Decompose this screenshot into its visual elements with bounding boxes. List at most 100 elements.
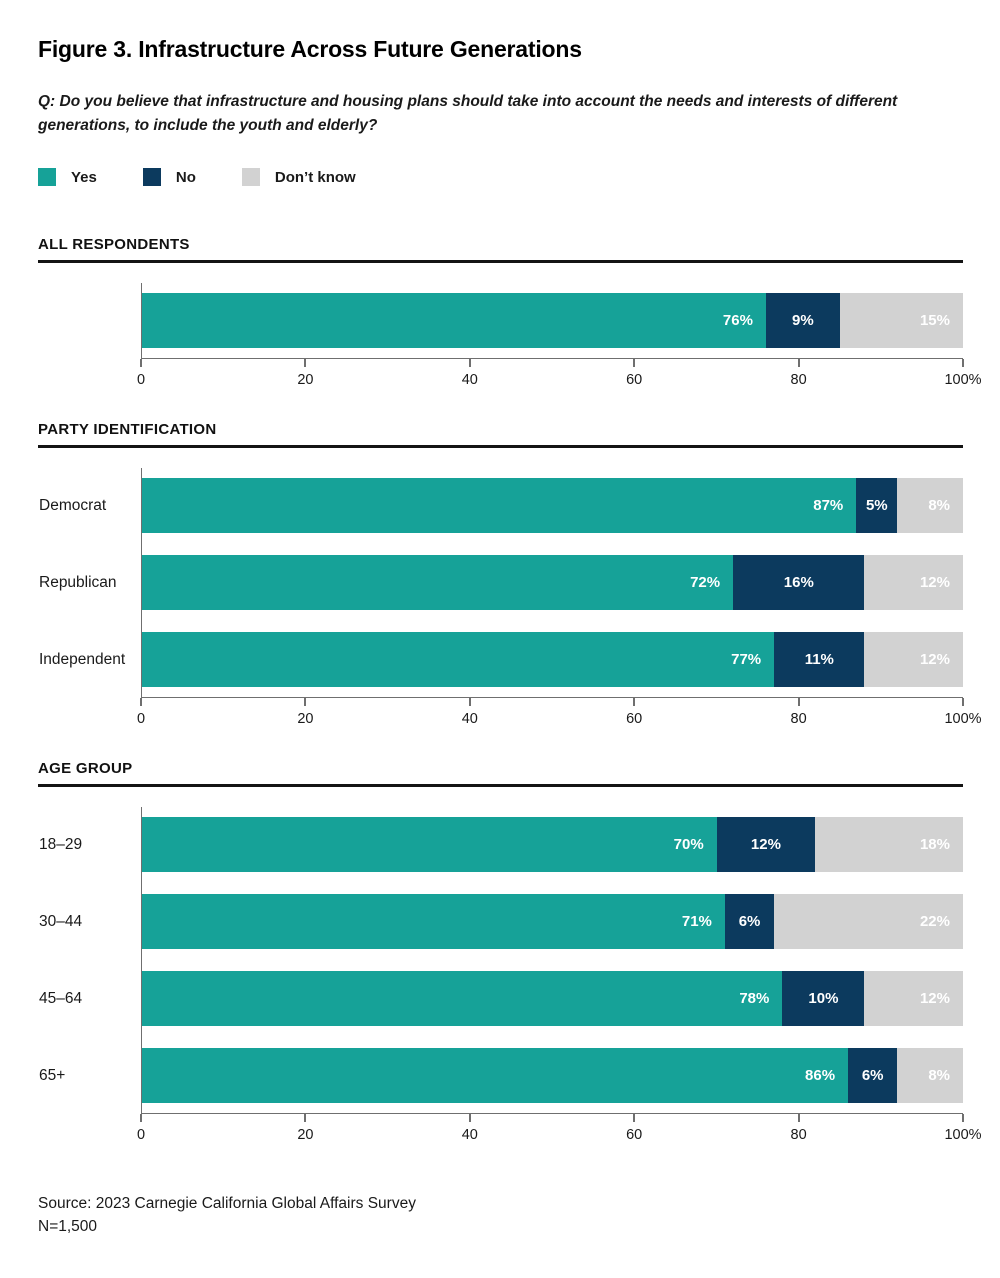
axis-tick-label: 100% — [944, 1127, 982, 1143]
category-label: Republican — [39, 573, 117, 591]
category-label — [39, 293, 135, 348]
legend-swatch-yes — [38, 168, 56, 186]
axis-tick — [468, 1114, 471, 1122]
category-label: Independent — [39, 650, 126, 668]
axis-tick-label: 40 — [461, 372, 478, 388]
axis-tick-label: 20 — [297, 372, 314, 388]
value-label: 15% — [919, 312, 950, 329]
category-label: Democrat — [39, 496, 107, 514]
survey-question: Q: Do you believe that infrastructure an… — [38, 90, 963, 138]
legend-label: Yes — [71, 168, 97, 186]
axis-tick-label: 20 — [297, 711, 314, 727]
axis-tick-label: 100% — [944, 711, 982, 727]
value-label: 12% — [919, 651, 950, 668]
value-label: 12% — [919, 574, 950, 591]
stacked-bar: 86% 6% 8% — [142, 1048, 963, 1103]
legend: Yes No Don’t know — [38, 168, 963, 186]
bar-segment-don-t-know: 12% — [864, 971, 963, 1026]
charts-container: ALL RESPONDENTS 76% 9% 15% 0 20 40 60 80 100% PART… — [38, 236, 982, 1148]
bar-segment-no: 6% — [724, 894, 775, 949]
legend-label: No — [175, 168, 196, 186]
bar-segment-no: 6% — [848, 1048, 898, 1103]
stacked-bar: 72% 16% 12% — [142, 555, 963, 610]
axis-tick — [468, 359, 471, 367]
value-label: 77% — [731, 651, 762, 668]
stacked-bar: 70% 12% 18% — [142, 817, 963, 872]
plot-area: Democrat 87% 5% 8% Republican 72% 16% 12% Indepe… — [39, 468, 963, 698]
axis-tick — [633, 698, 636, 706]
stacked-bar: 76% 9% 15% — [142, 293, 963, 348]
section-title: PARTY IDENTIFICATION — [38, 421, 963, 448]
sample-size: N=1,500 — [38, 1218, 98, 1235]
value-label: 11% — [804, 651, 834, 668]
axis-tick-label: 60 — [626, 711, 643, 727]
axis-tick — [304, 698, 307, 706]
bar-segment-yes: 77% — [142, 632, 775, 687]
axis-tick — [140, 698, 142, 706]
legend-item-don-t-know: Don’t know — [241, 168, 356, 186]
x-axis: 0 20 40 60 80 100% — [137, 359, 982, 393]
axis-tick — [140, 359, 142, 367]
axis-tick-label: 20 — [297, 1127, 314, 1143]
value-label: 76% — [722, 312, 753, 329]
bar-segment-yes: 71% — [142, 894, 725, 949]
value-label: 5% — [865, 497, 888, 514]
axis-tick — [140, 1114, 142, 1122]
axis-tick — [468, 698, 471, 706]
source-note: Source: 2023 Carnegie California Global … — [38, 1195, 416, 1212]
axis-tick-label: 80 — [790, 711, 807, 727]
bar-segment-don-t-know: 8% — [897, 1048, 963, 1103]
value-label: 71% — [681, 913, 712, 930]
value-label: 10% — [808, 990, 839, 1007]
category-label: 18–29 — [39, 835, 83, 853]
bar-segment-no: 12% — [716, 817, 816, 872]
axis-tick-label: 40 — [461, 711, 478, 727]
plot-area: 76% 9% 15% — [141, 283, 963, 359]
value-label: 9% — [792, 312, 814, 329]
stacked-bar: 87% 5% 8% — [142, 478, 963, 533]
axis-tick-label: 0 — [136, 372, 146, 388]
survey-question-line-1: Q: Do you believe that infrastructure an… — [38, 93, 898, 110]
value-label: 12% — [750, 836, 781, 853]
legend-item-yes: Yes — [38, 168, 97, 186]
axis-tick — [633, 359, 636, 367]
bar-row: Republican 72% 16% 12% — [39, 555, 963, 610]
bar-segment-no: 9% — [765, 293, 840, 348]
bar-row: 76% 9% 15% — [142, 293, 963, 348]
bar-segment-don-t-know: 18% — [815, 817, 963, 872]
value-label: 12% — [919, 990, 950, 1007]
value-label: 86% — [805, 1067, 836, 1084]
value-label: 22% — [919, 913, 950, 930]
value-label: 18% — [919, 836, 950, 853]
category-label: 65+ — [39, 1066, 66, 1084]
section-title: AGE GROUP — [38, 760, 963, 787]
source-block: Source: 2023 Carnegie California Global … — [38, 1192, 963, 1238]
section-title: ALL RESPONDENTS — [38, 236, 963, 263]
axis-tick — [797, 698, 800, 706]
figure-title: Figure 3. Infrastructure Across Future G… — [38, 36, 582, 62]
bar-segment-yes: 78% — [142, 971, 783, 1026]
bar-segment-no: 10% — [782, 971, 865, 1026]
legend-swatch-no — [142, 168, 161, 186]
bar-segment-yes: 76% — [142, 293, 766, 348]
axis-tick-label: 60 — [626, 372, 643, 388]
bar-segment-no: 16% — [733, 555, 865, 610]
bar-segment-no: 11% — [774, 632, 865, 687]
bar-segment-yes: 87% — [142, 478, 857, 533]
bar-segment-yes: 72% — [142, 555, 734, 610]
bar-segment-don-t-know: 8% — [897, 478, 963, 533]
plot-area: 18–29 70% 12% 18% 30–44 71% 6% 22% 45–64 78% 10% 12… — [39, 807, 963, 1114]
axis-tick-label: 0 — [136, 711, 146, 727]
bar-row: 65+ 86% 6% 8% — [39, 1048, 963, 1103]
axis-tick — [304, 359, 307, 367]
x-axis: 0 20 40 60 80 100% — [137, 1114, 982, 1148]
bar-segment-don-t-know: 22% — [774, 894, 963, 949]
value-label: 87% — [813, 497, 844, 514]
value-label: 16% — [783, 574, 814, 591]
value-label: 8% — [928, 497, 950, 514]
value-label: 6% — [738, 913, 761, 930]
value-label: 78% — [739, 990, 770, 1007]
stacked-bar: 71% 6% 22% — [142, 894, 963, 949]
axis-tick-label: 60 — [626, 1127, 643, 1143]
